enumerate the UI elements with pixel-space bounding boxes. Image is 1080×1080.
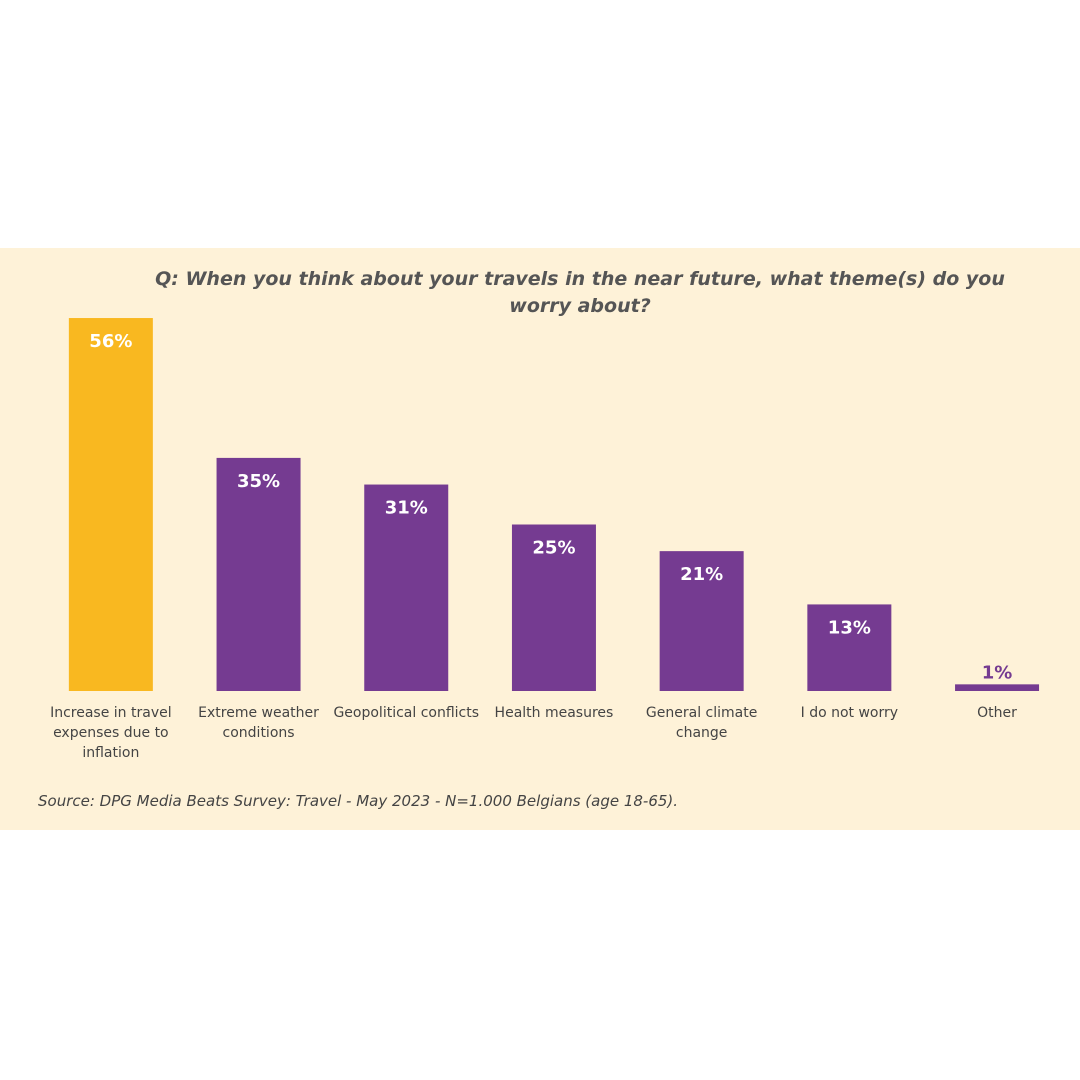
value-label: 1% — [982, 662, 1013, 683]
x-tick-label: Health measures — [494, 705, 614, 721]
x-tick-label: Extreme weather conditions — [198, 705, 319, 741]
x-tick-label: General climate change — [645, 705, 758, 741]
bar — [216, 457, 301, 691]
bar — [807, 604, 892, 691]
value-label: 35% — [237, 471, 280, 492]
source-note: Source: DPG Media Beats Survey: Travel -… — [38, 792, 679, 810]
chart: 56% 35% 31% 25% 21% 13% 1% — [68, 318, 1040, 691]
x-tick-label: Other — [977, 705, 1017, 721]
x-tick-label: Increase in travel expenses due to infla… — [50, 705, 172, 761]
chart-title: Q: When you think about your travels in … — [155, 268, 1005, 317]
bar — [364, 484, 449, 691]
value-label: 56% — [89, 331, 132, 352]
value-label: 21% — [680, 564, 723, 585]
value-label: 13% — [828, 617, 871, 638]
bar — [511, 524, 596, 691]
x-tick-label: Geopolitical conflicts — [333, 705, 480, 721]
value-label: 25% — [532, 538, 575, 559]
bar — [659, 551, 744, 691]
bar — [68, 318, 153, 691]
chart-panel: 56% 35% 31% 25% 21% 13% 1% Q: When you think a… — [0, 248, 1080, 830]
value-label: 31% — [385, 498, 428, 519]
bar — [955, 684, 1040, 691]
x-tick-label: I do not worry — [800, 705, 899, 721]
